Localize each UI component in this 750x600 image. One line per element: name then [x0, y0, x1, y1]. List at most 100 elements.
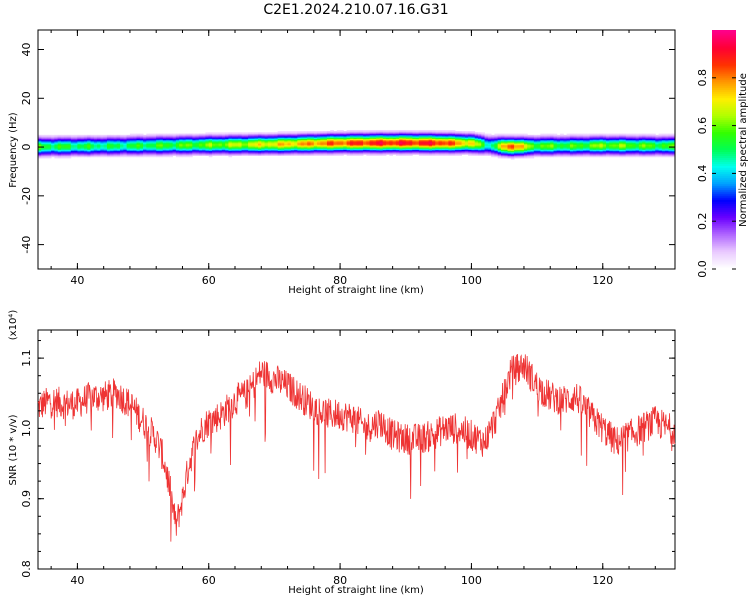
- spectrogram-cell: [110, 140, 114, 143]
- spectrogram-cell: [297, 154, 302, 156]
- spectrogram-cell: [38, 147, 42, 149]
- spectrogram-cell: [458, 137, 462, 139]
- spectrogram-cell: [543, 148, 548, 150]
- spectrogram-cell: [51, 143, 55, 146]
- figure-title: C2E1.2024.210.07.16.G31: [263, 2, 448, 18]
- spectrogram-cell: [615, 138, 620, 141]
- spectrogram-cell: [510, 150, 515, 153]
- spectrogram-cell: [100, 140, 105, 143]
- spectrogram-cell: [261, 133, 265, 136]
- spectrogram-cell: [274, 137, 279, 139]
- spectrogram-cell: [428, 150, 433, 153]
- spectrogram-cell: [589, 151, 594, 154]
- spectrogram-cell: [484, 151, 489, 154]
- spectrogram-cell: [510, 154, 515, 156]
- spectrogram-cell: [159, 143, 164, 146]
- spectrogram-cell: [491, 145, 495, 148]
- spectrogram-cell: [428, 144, 433, 147]
- spectrogram-cell: [622, 153, 627, 155]
- spectrogram-cell: [110, 145, 114, 148]
- spectrogram-cell: [44, 149, 49, 152]
- spectrogram-cell: [90, 145, 95, 148]
- spectrogram-cell: [560, 151, 564, 154]
- colorbar-swatch: [712, 43, 736, 47]
- spectrogram-cell: [655, 151, 659, 154]
- spectrogram-cell: [642, 155, 646, 158]
- spectrogram-cell: [317, 147, 321, 149]
- spectrogram-cell: [602, 139, 607, 142]
- spectrogram-cell: [126, 143, 131, 146]
- spectrogram-cell: [317, 131, 321, 133]
- spectrogram-cell: [143, 148, 147, 150]
- spectrogram-cell: [93, 144, 98, 147]
- spectrogram-cell: [645, 134, 650, 137]
- colorbar-swatch: [712, 45, 736, 49]
- spectrogram-cell: [257, 136, 262, 138]
- spectrogram-cell: [143, 138, 147, 141]
- spectrogram-cell: [41, 153, 45, 155]
- spectrogram-cell: [261, 140, 265, 143]
- colorbar-swatch: [712, 241, 736, 244]
- spectrogram-cell: [182, 140, 187, 143]
- spectrogram-cell: [83, 151, 88, 154]
- spectrogram-cell: [418, 140, 423, 143]
- spectrogram-cell: [451, 142, 456, 144]
- spectrogram-cell: [74, 137, 78, 139]
- spectrogram-cell: [389, 145, 394, 148]
- spectrogram-cell: [507, 142, 512, 144]
- spectrogram-cell: [586, 140, 591, 143]
- spectrogram-cell: [412, 151, 417, 154]
- spectrogram-cell: [208, 132, 213, 135]
- spectrogram-cell: [208, 153, 213, 155]
- spectrogram-cell: [435, 148, 439, 150]
- spectrogram-cell: [228, 155, 233, 158]
- spectrogram-cell: [87, 148, 91, 150]
- spectrogram-cell: [248, 154, 252, 156]
- spectrogram-cell: [487, 137, 492, 139]
- spectrogram-cell: [320, 137, 325, 139]
- spectrogram-cell: [225, 145, 229, 148]
- spectrogram-cell: [468, 134, 472, 137]
- spectrogram-cell: [123, 134, 128, 137]
- spectrogram-cell: [487, 138, 492, 141]
- spectrogram-cell: [212, 151, 216, 154]
- spectrogram-cell: [399, 142, 403, 144]
- spectrogram-cell: [665, 142, 669, 144]
- spectrogram-cell: [409, 133, 413, 136]
- spectrogram-cell: [464, 150, 469, 153]
- spectrogram-cell: [120, 155, 124, 158]
- spectrogram-cell: [238, 136, 242, 138]
- spectrogram-cell: [619, 136, 623, 138]
- spectrogram-cell: [320, 140, 325, 143]
- spectrogram-cell: [274, 151, 279, 154]
- spectrogram-cell: [668, 147, 673, 149]
- spectrogram-cell: [471, 147, 476, 149]
- spectrogram-cell: [661, 144, 666, 147]
- spectrogram-cell: [583, 153, 587, 155]
- spectrogram-cell: [589, 142, 594, 144]
- spectrogram-cell: [395, 154, 400, 156]
- spectrogram-cell: [405, 133, 410, 136]
- spectrogram-cell: [212, 137, 216, 139]
- spectrogram-cell: [310, 137, 315, 139]
- spectrogram-cell: [208, 150, 213, 153]
- spectrogram-cell: [668, 143, 673, 146]
- spectrogram-cell: [139, 143, 144, 146]
- spectrogram-cell: [290, 143, 295, 146]
- spectrogram-cell: [156, 139, 160, 142]
- spectrogram-cell: [349, 140, 354, 143]
- spectrogram-cell: [264, 138, 269, 141]
- spectrogram-cell: [386, 143, 390, 146]
- spectrogram-cell: [609, 134, 614, 137]
- spectrogram-cell: [530, 150, 535, 153]
- spectrogram-cell: [615, 133, 620, 136]
- spectrogram-cell: [235, 151, 239, 154]
- spectrogram-cell: [520, 145, 525, 148]
- spectrogram-cell: [231, 134, 236, 137]
- spectrogram-cell: [438, 137, 443, 139]
- spectrogram-cell: [277, 153, 282, 155]
- spectrogram-cell: [560, 150, 564, 153]
- spectrogram-cell: [317, 132, 321, 135]
- spectrogram-cell: [563, 144, 568, 147]
- spectrogram-cell: [510, 148, 515, 150]
